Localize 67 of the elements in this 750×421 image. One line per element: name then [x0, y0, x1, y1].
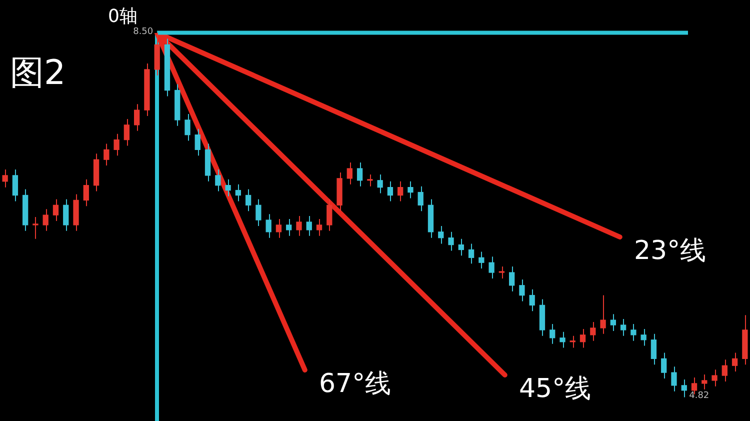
- annotation: 图2: [10, 53, 66, 93]
- candlestick: [266, 214, 272, 238]
- annotation: 4.82: [689, 391, 710, 402]
- candlestick: [488, 256, 494, 279]
- candlestick: [408, 180, 414, 199]
- candlestick: [498, 266, 505, 279]
- candlestick: [52, 198, 59, 222]
- candlestick: [702, 374, 708, 390]
- candlestick: [306, 216, 312, 236]
- candlestick: [398, 180, 404, 202]
- candlestick: [681, 378, 687, 398]
- candlestick: [438, 225, 444, 244]
- candlestick: [134, 104, 140, 132]
- annotation: 45°线: [519, 374, 592, 404]
- ref-line-label: 0轴: [108, 6, 138, 27]
- annotation: 23°线: [634, 236, 706, 266]
- candlestick: [225, 178, 231, 197]
- candlestick: [12, 168, 18, 202]
- candlestick: [104, 143, 110, 166]
- candlestick: [650, 333, 657, 366]
- candlestick: [661, 352, 667, 379]
- candlestick: [529, 288, 535, 312]
- candlestick: [296, 216, 302, 236]
- candlestick: [732, 352, 738, 372]
- candlestick: [286, 218, 292, 236]
- candlestick: [326, 198, 332, 232]
- candlestick: [620, 318, 626, 336]
- candlestick: [235, 184, 242, 202]
- candlestick: [722, 359, 728, 382]
- candlestick: [671, 366, 677, 392]
- candlestick: [387, 180, 394, 202]
- candlestick: [478, 251, 484, 270]
- candlestick: [256, 198, 262, 226]
- candlestick: [276, 218, 282, 238]
- candlestick: [367, 174, 373, 187]
- candlestick: [600, 294, 606, 334]
- candlestick: [630, 324, 636, 342]
- candlestick: [316, 218, 322, 236]
- candlestick: [580, 328, 586, 348]
- candlestick: [215, 168, 221, 192]
- candlestick: [42, 208, 48, 232]
- candlestick: [590, 322, 596, 342]
- candlestick: [377, 174, 383, 194]
- candlestick: [458, 238, 464, 256]
- candlestick: [194, 128, 200, 156]
- candlestick: [560, 331, 566, 348]
- candlestick: [32, 216, 38, 240]
- candlestick: [712, 369, 718, 387]
- candlestick: [184, 114, 190, 142]
- candlestick: [356, 162, 363, 187]
- candlestick: [2, 168, 8, 188]
- candlestick: [346, 162, 352, 185]
- candlestick: [124, 118, 130, 146]
- candlestick: [245, 188, 252, 212]
- candlestick: [519, 278, 525, 302]
- candlestick: [468, 243, 474, 264]
- candlestick: [83, 178, 89, 207]
- candlestick: [550, 324, 556, 344]
- candlestick: [418, 186, 424, 212]
- candlestick: [114, 133, 120, 156]
- annotation: 8.50: [133, 26, 154, 37]
- candlestick: [610, 314, 616, 332]
- candlestick: [63, 198, 69, 232]
- candlestick: [448, 231, 454, 252]
- annotation: 67°线: [319, 369, 392, 399]
- candlestick: [640, 328, 646, 346]
- candlestick: [508, 266, 515, 292]
